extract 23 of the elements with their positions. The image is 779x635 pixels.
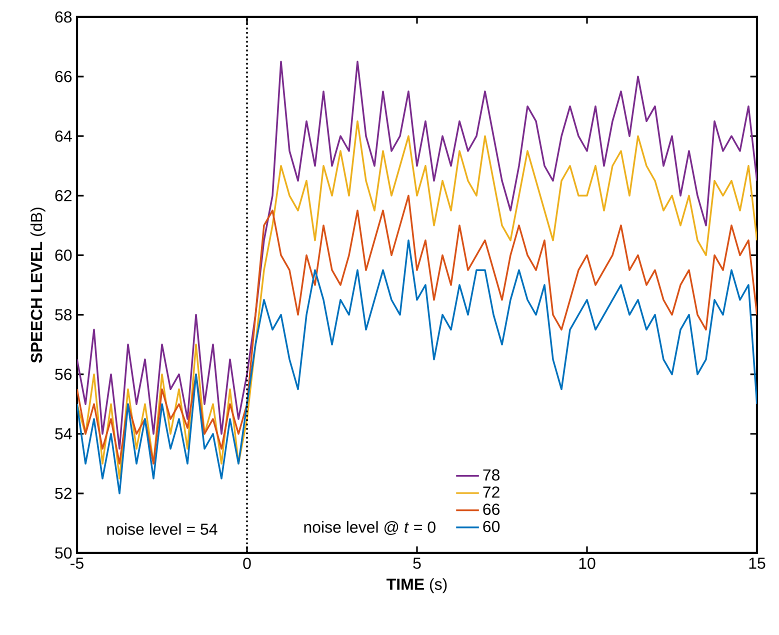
y-tick-label: 62 xyxy=(55,190,72,202)
annotation: noise level = 54 xyxy=(107,523,218,535)
y-tick-label: 58 xyxy=(55,309,72,320)
y-tick-label: 68 xyxy=(55,11,72,23)
y-tick-label: 60 xyxy=(55,250,72,261)
y-tick-label: 64 xyxy=(55,130,72,142)
x-axis-title: TIME (s) xyxy=(386,578,447,594)
x-tick-label: -5 xyxy=(70,558,84,569)
x-tick-label: 10 xyxy=(579,558,596,570)
y-tick-label: 50 xyxy=(55,547,72,559)
y-axis-title: SPEECH LEVEL (dB) xyxy=(30,208,46,363)
legend-label: 78 xyxy=(483,469,500,481)
x-tick-label: 5 xyxy=(413,558,421,569)
legend-label: 66 xyxy=(483,504,500,515)
legend-title: noise level @ t = 0 xyxy=(304,521,436,535)
y-tick-label: 52 xyxy=(55,488,72,500)
y-tick-label: 54 xyxy=(55,428,72,440)
x-tick-label: 15 xyxy=(749,558,766,569)
y-tick-label: 66 xyxy=(55,70,72,82)
legend-label: 72 xyxy=(483,486,500,498)
legend-label: 60 xyxy=(483,520,500,532)
x-tick-label: 0 xyxy=(243,558,251,570)
y-tick-label: 56 xyxy=(55,368,72,380)
